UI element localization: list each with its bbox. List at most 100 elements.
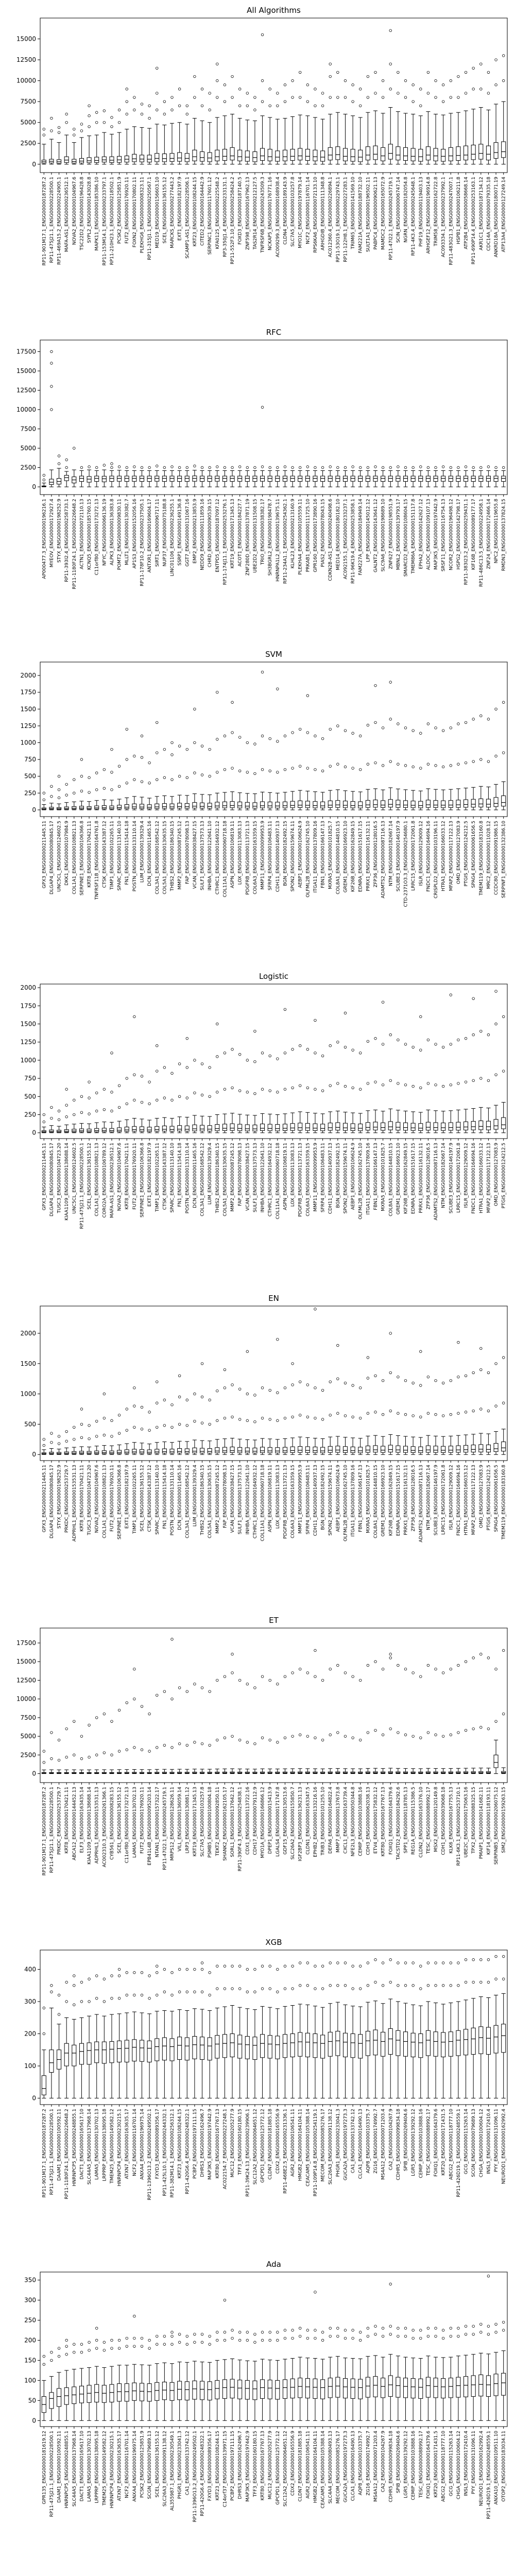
x-tick-label: TUSC3_ENSG00000104723.20 — [57, 1143, 62, 1214]
x-tick-label: SPIB_ENSG00000269404.6 — [404, 2109, 409, 2171]
subplot-6: XGB0100200300400RP11-901M17.1_ENSG000001… — [24, 1938, 508, 2200]
box — [252, 1448, 258, 1453]
outlier-point — [185, 466, 188, 469]
box — [200, 1125, 205, 1131]
box — [471, 476, 476, 482]
box — [237, 149, 243, 161]
x-tick-label: ACOT1_ENSG00000184227.7 — [238, 499, 243, 567]
box — [448, 476, 453, 482]
outlier-point — [65, 121, 68, 124]
box — [486, 1444, 491, 1453]
outlier-point — [434, 1083, 437, 1087]
outlier-point — [464, 1958, 468, 1961]
x-tick-label: RP11-475J21.1_ENSG00000228500.1 — [49, 2109, 55, 2195]
outlier-point — [457, 722, 460, 725]
box — [410, 2378, 416, 2399]
outlier-point — [170, 1403, 174, 1406]
x-tick-label: OLFML2B_ENSG00000162745.10 — [343, 1465, 348, 1541]
axes-frame — [40, 662, 508, 817]
outlier-point — [374, 1958, 377, 1961]
box — [230, 147, 235, 161]
y-tick-label: 750 — [24, 1075, 36, 1082]
y-tick-label: 1750 — [20, 1002, 36, 1009]
x-tick-label: BGN_ENSG00000182492.15 — [283, 821, 288, 886]
outlier-point — [110, 2338, 113, 2342]
outlier-point — [57, 796, 61, 800]
outlier-point — [231, 701, 234, 704]
x-tick-label: GPX3_ENSG00000211445.11 — [42, 821, 47, 888]
outlier-point — [404, 1984, 407, 1987]
box — [464, 1445, 469, 1453]
box — [87, 2042, 92, 2065]
box — [418, 476, 423, 482]
outlier-point — [223, 1675, 227, 1678]
box — [478, 1444, 484, 1452]
outlier-point — [193, 741, 196, 744]
outlier-point — [238, 104, 242, 107]
x-tick-label: FNDC1_ENSG00000164694.16 — [471, 1143, 476, 1214]
outlier-point — [110, 116, 113, 119]
outlier-point — [216, 1679, 219, 1682]
outlier-point — [42, 473, 46, 477]
outlier-point — [441, 1414, 445, 1417]
outlier-point — [231, 1964, 234, 1968]
outlier-point — [117, 1968, 121, 1971]
x-tick-label: MAPK11_ENSG00000185386.10 — [95, 177, 100, 251]
box — [290, 1123, 295, 1131]
y-tick-label: 10000 — [16, 1696, 36, 1703]
outlier-point — [133, 778, 136, 781]
outlier-point — [472, 466, 475, 469]
box — [373, 1445, 378, 1453]
box — [396, 2030, 401, 2056]
y-tick-label: 0 — [32, 1129, 36, 1137]
box — [237, 476, 243, 482]
box — [87, 2385, 92, 2403]
box — [245, 1447, 250, 1453]
y-tick-label: 12500 — [16, 387, 36, 394]
outlier-point — [291, 731, 294, 734]
subplot-title: XGB — [265, 1938, 282, 1947]
outlier-point — [231, 1415, 234, 1418]
x-tick-label: ARHGEF12_ENSG00000196914.8 — [426, 177, 431, 254]
x-tick-label: COL5A1_ENSG00000130635.15 — [208, 1465, 213, 1538]
box — [207, 1448, 212, 1454]
outlier-point — [185, 1690, 188, 1693]
outlier-point — [306, 1086, 310, 1090]
outlier-point — [73, 2351, 76, 2354]
outlier-point — [366, 466, 370, 469]
box — [222, 149, 227, 161]
outlier-point — [50, 116, 53, 120]
box — [282, 149, 287, 161]
outlier-point — [329, 62, 332, 65]
outlier-point — [110, 1091, 113, 1094]
box — [169, 2382, 175, 2401]
outlier-point — [95, 1716, 98, 1719]
outlier-point — [200, 773, 204, 776]
box — [177, 2381, 182, 2400]
x-tick-label: AKR1C1_ENSG00000187134.12 — [479, 177, 484, 250]
x-tick-label: SHANK2_ENSG00000162105.17 — [222, 1787, 228, 1861]
outlier-point — [133, 1993, 136, 1997]
y-tick-label: 0 — [32, 806, 36, 814]
outlier-point — [133, 1386, 136, 1389]
outlier-point — [208, 1095, 211, 1098]
outlier-point — [494, 83, 497, 87]
x-tick-label: SH3BGRL2_ENSG00000198478.7 — [268, 499, 273, 575]
x-tick-label: CHRD_ENSG00000090539.15 — [208, 499, 213, 567]
outlier-point — [216, 771, 219, 774]
axes-frame — [40, 984, 508, 1139]
x-tick-label: RMDN3_ENSG00000137824.15 — [502, 499, 507, 571]
outlier-point — [472, 1980, 475, 1984]
outlier-point — [404, 466, 407, 469]
box — [101, 1450, 107, 1454]
outlier-point — [185, 1398, 188, 1402]
outlier-point — [321, 1089, 324, 1092]
outlier-point — [449, 1379, 452, 1382]
outlier-point — [238, 769, 242, 773]
outlier-point — [156, 1964, 159, 1968]
outlier-point — [359, 768, 362, 771]
x-tick-label: UNC5CL_ENSG00000124602.5 — [72, 1143, 77, 1214]
outlier-point — [359, 1987, 362, 1990]
box — [290, 801, 295, 808]
outlier-point — [381, 1083, 385, 1087]
